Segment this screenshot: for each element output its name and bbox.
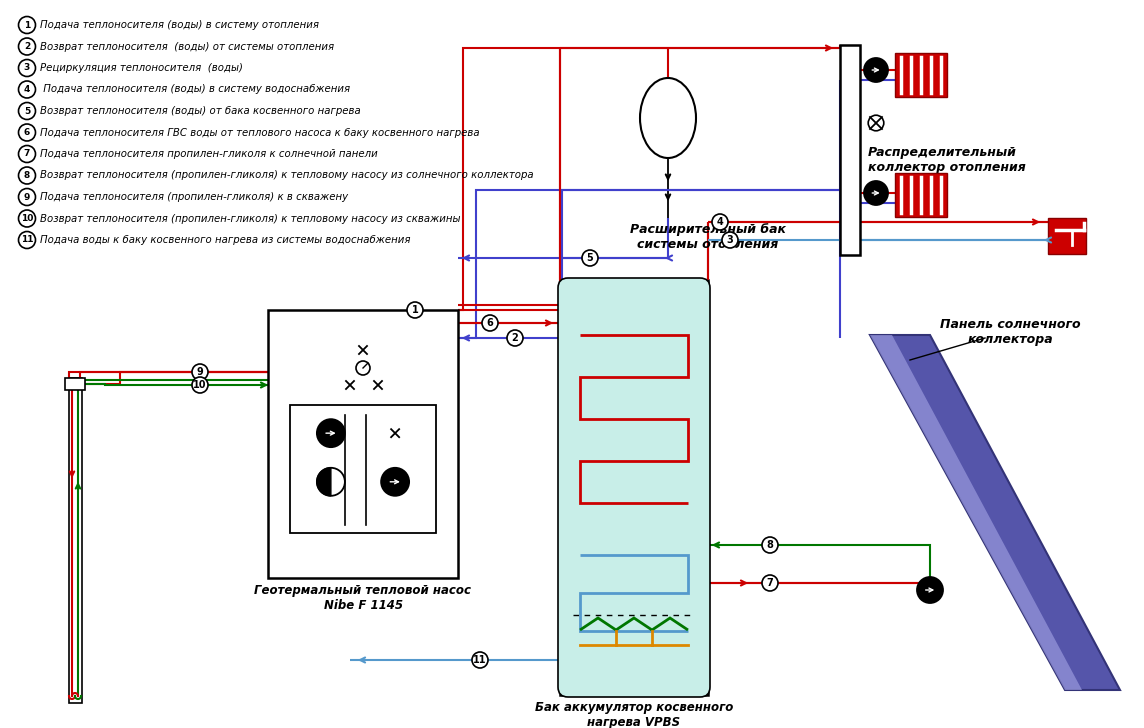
Text: Панель солнечного
коллектора: Панель солнечного коллектора [939, 318, 1080, 346]
Text: Возврат теплоносителя  (воды) от системы отопления: Возврат теплоносителя (воды) от системы … [40, 41, 334, 52]
Circle shape [722, 232, 738, 248]
Text: 8: 8 [766, 540, 773, 550]
Text: 2: 2 [511, 333, 518, 343]
Text: Подача теплоносителя ГВС воды от теплового насоса к баку косвенного нагрева: Подача теплоносителя ГВС воды от теплово… [40, 127, 479, 138]
Text: Рециркуляция теплоносителя  (воды): Рециркуляция теплоносителя (воды) [40, 63, 243, 73]
Circle shape [864, 58, 888, 82]
Bar [268, 310, 458, 578]
Circle shape [381, 468, 410, 496]
Text: 6: 6 [24, 128, 30, 137]
Circle shape [407, 302, 423, 318]
Circle shape [917, 577, 943, 603]
Circle shape [356, 361, 370, 375]
Polygon shape [869, 335, 1082, 690]
Circle shape [192, 377, 208, 393]
Text: 10: 10 [193, 380, 207, 390]
Circle shape [18, 167, 35, 184]
Circle shape [712, 214, 728, 230]
Text: Бак аккумулятор косвенного
нагрева VPBS: Бак аккумулятор косвенного нагрева VPBS [534, 701, 733, 728]
Circle shape [18, 81, 35, 98]
Text: 7: 7 [766, 578, 773, 588]
Text: 8: 8 [24, 171, 30, 180]
Circle shape [18, 189, 35, 205]
Circle shape [472, 652, 488, 668]
Text: 6: 6 [486, 318, 493, 328]
Bar [561, 280, 708, 695]
Text: 11: 11 [21, 235, 33, 245]
Text: 4: 4 [716, 217, 723, 227]
Text: Подача теплоносителя (воды) в систему отопления: Подача теплоносителя (воды) в систему от… [40, 20, 319, 30]
Bar [895, 53, 947, 97]
Circle shape [868, 115, 884, 131]
Bar [895, 173, 947, 217]
Bar [289, 405, 436, 533]
Text: 3: 3 [24, 63, 30, 73]
Circle shape [18, 103, 35, 119]
Text: Распределительный
коллектор отопления: Распределительный коллектор отопления [868, 146, 1026, 174]
Text: 5: 5 [24, 106, 30, 116]
Text: Возврат теплоносителя (воды) от бака косвенного нагрева: Возврат теплоносителя (воды) от бака кос… [40, 106, 360, 116]
Bar [840, 45, 860, 255]
Circle shape [482, 315, 498, 331]
Circle shape [18, 38, 35, 55]
Text: 11: 11 [474, 655, 486, 665]
Polygon shape [317, 468, 331, 496]
Text: 9: 9 [197, 367, 204, 377]
Text: Расширительный бак
системы отопления: Расширительный бак системы отопления [630, 223, 786, 251]
Circle shape [507, 330, 523, 346]
Circle shape [18, 17, 35, 33]
Circle shape [582, 250, 598, 266]
Circle shape [317, 419, 344, 447]
Text: 3: 3 [726, 235, 733, 245]
Circle shape [18, 60, 35, 76]
Text: Подача теплоносителя (воды) в систему водоснабжения: Подача теплоносителя (воды) в систему во… [40, 84, 350, 95]
Text: 5: 5 [587, 253, 594, 263]
Text: 1: 1 [24, 20, 30, 30]
Text: 9: 9 [24, 192, 30, 202]
Text: Подача воды к баку косвенного нагрева из системы водоснабжения: Подача воды к баку косвенного нагрева из… [40, 235, 411, 245]
Circle shape [18, 124, 35, 141]
Polygon shape [869, 335, 1120, 690]
FancyBboxPatch shape [558, 278, 710, 697]
Circle shape [864, 181, 888, 205]
Text: Подача теплоносителя пропилен-гликоля к солнечной панели: Подача теплоносителя пропилен-гликоля к … [40, 149, 378, 159]
Circle shape [317, 468, 344, 496]
Circle shape [762, 537, 778, 553]
Ellipse shape [639, 78, 696, 158]
Circle shape [18, 232, 35, 248]
Bar [1048, 218, 1086, 254]
Circle shape [18, 146, 35, 162]
Circle shape [18, 210, 35, 227]
Text: 2: 2 [24, 42, 30, 51]
Text: 10: 10 [21, 214, 33, 223]
Text: 4: 4 [24, 85, 30, 94]
Circle shape [192, 364, 208, 380]
Bar [69, 378, 81, 703]
Circle shape [762, 575, 778, 591]
Text: Геотермальный тепловой насос
Nibe F 1145: Геотермальный тепловой насос Nibe F 1145 [254, 584, 471, 612]
Bar [65, 378, 85, 390]
Text: Возврат теплоносителя (пропилен-гликоля) к тепловому насосу из солнечного коллек: Возврат теплоносителя (пропилен-гликоля)… [40, 170, 533, 181]
Text: Возврат теплоносителя (пропилен-гликоля) к тепловому насосу из скважины: Возврат теплоносителя (пропилен-гликоля)… [40, 213, 461, 223]
Text: Подача теплоносителя (пропилен-гликоля) к в скважену: Подача теплоносителя (пропилен-гликоля) … [40, 192, 348, 202]
Text: 7: 7 [24, 149, 30, 159]
Text: 1: 1 [412, 305, 419, 315]
